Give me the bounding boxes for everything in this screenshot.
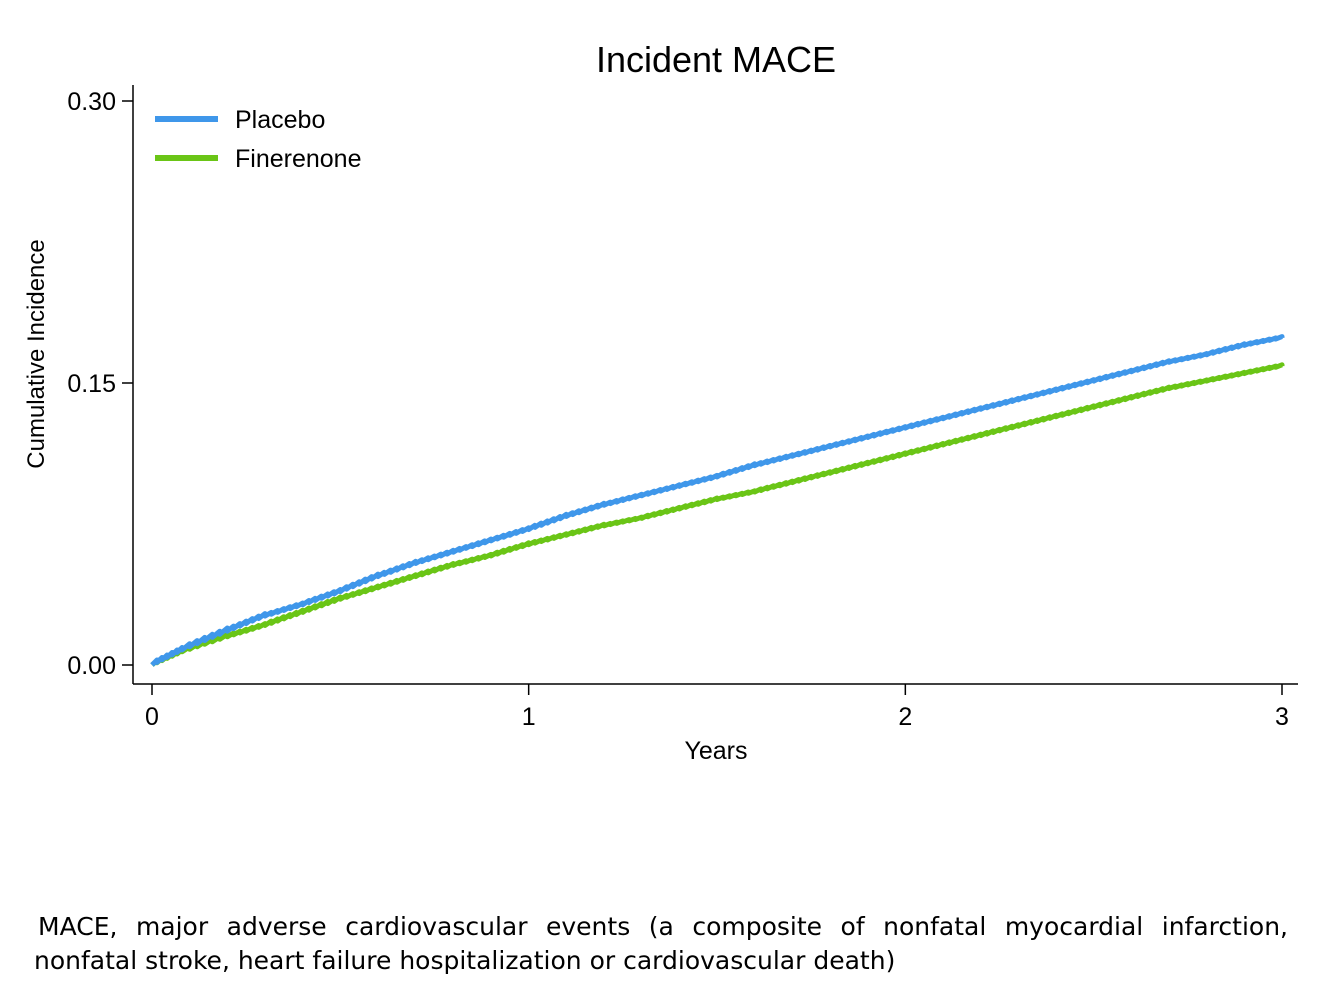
legend-label-finerenone: Finerenone [235, 145, 361, 173]
chart: Incident MACE 0.00 0.15 0.30 0 1 2 3 Years Cu… [23, 39, 1298, 765]
y-tick-label: 0.30 [67, 88, 116, 116]
series-line-finerenone [150, 362, 1285, 667]
y-axis-ticks: 0.00 0.15 0.30 [67, 88, 133, 680]
chart-title: Incident MACE [596, 39, 836, 80]
x-tick-label: 1 [522, 703, 536, 731]
series-line-placebo [150, 334, 1285, 667]
x-tick-label: 2 [898, 703, 912, 731]
footnote: MACE, major adverse cardiovascular event… [34, 910, 1288, 978]
x-tick-label: 3 [1275, 703, 1289, 731]
x-tick-label: 0 [145, 703, 159, 731]
legend: Placebo Finerenone [155, 106, 361, 173]
footnote-line-2: nonfatal stroke, heart failure hospitali… [34, 946, 896, 975]
y-tick-label: 0.15 [67, 370, 116, 398]
legend-label-placebo: Placebo [235, 106, 325, 134]
footnote-line-1: MACE, major adverse cardiovascular event… [38, 912, 1288, 941]
series-layer [150, 334, 1285, 667]
y-tick-label: 0.00 [67, 652, 116, 680]
x-axis-ticks: 0 1 2 3 [145, 684, 1289, 731]
y-axis-label: Cumulative Incidence [23, 239, 50, 468]
x-axis-label: Years [684, 737, 747, 765]
